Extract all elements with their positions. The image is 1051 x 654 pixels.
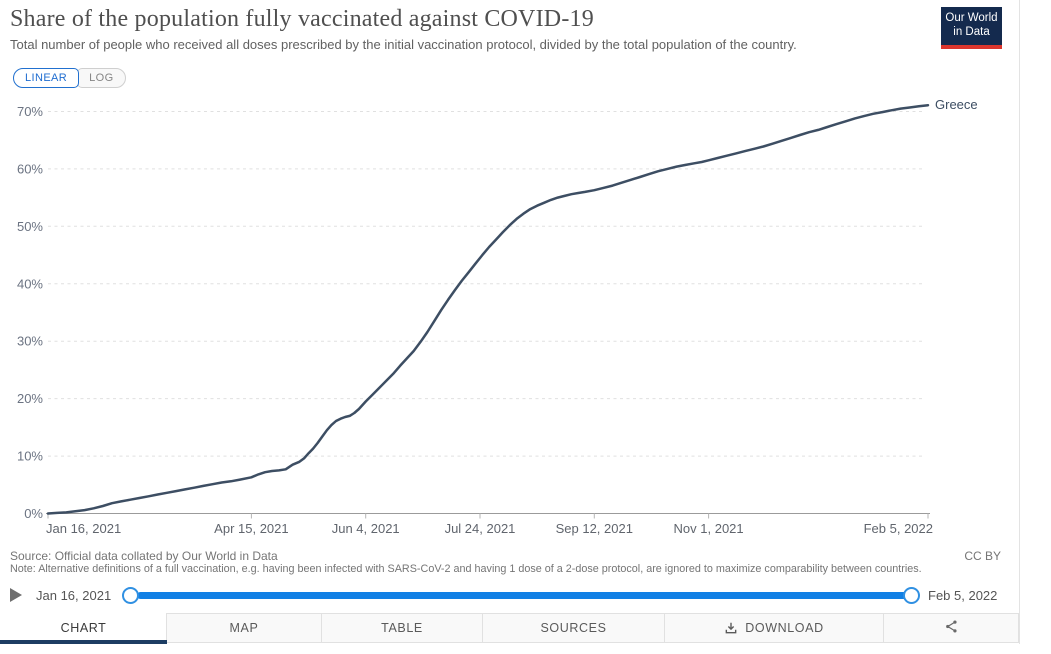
tab-share[interactable]	[883, 613, 1019, 643]
timeline-slider[interactable]	[137, 592, 913, 599]
linear-scale-button[interactable]: LINEAR	[13, 68, 80, 88]
svg-text:0%: 0%	[24, 506, 43, 521]
timeline-start-handle[interactable]	[122, 587, 139, 604]
svg-text:10%: 10%	[17, 449, 43, 464]
owid-logo[interactable]: Our World in Data	[941, 7, 1002, 49]
svg-text:Jan 16, 2021: Jan 16, 2021	[46, 521, 121, 536]
svg-text:Greece: Greece	[935, 97, 978, 112]
svg-text:30%: 30%	[17, 334, 43, 349]
page-right-border	[1019, 0, 1020, 644]
footer-tabs: CHART MAP TABLE SOURCES DOWNLOAD	[0, 613, 1019, 643]
license-link[interactable]: CC BY	[964, 549, 1001, 563]
download-icon	[724, 621, 738, 635]
scale-toggle: LINEAR LOG	[13, 68, 126, 88]
svg-text:60%: 60%	[17, 161, 43, 176]
owid-logo-line1: Our World	[945, 12, 998, 24]
log-scale-button[interactable]: LOG	[77, 68, 126, 88]
svg-text:Apr 15, 2021: Apr 15, 2021	[214, 521, 288, 536]
svg-text:Jun 4, 2021: Jun 4, 2021	[332, 521, 400, 536]
tab-chart[interactable]: CHART	[0, 613, 167, 643]
svg-text:Feb 5, 2022: Feb 5, 2022	[864, 521, 933, 536]
svg-text:20%: 20%	[17, 391, 43, 406]
tab-download-label: DOWNLOAD	[745, 621, 824, 635]
note-text: Note: Alternative definitions of a full …	[10, 563, 922, 575]
line-chart[interactable]: 0% 10% 20% 30% 40% 50% 60% 70% Jan 16, 2021 Apr 1…	[0, 95, 1019, 545]
tab-sources[interactable]: SOURCES	[482, 613, 665, 643]
tab-table[interactable]: TABLE	[321, 613, 483, 643]
source-text: Source: Official data collated by Our Wo…	[10, 549, 278, 563]
page-title: Share of the population fully vaccinated…	[10, 6, 594, 32]
tab-map[interactable]: MAP	[166, 613, 322, 643]
svg-text:50%: 50%	[17, 219, 43, 234]
play-icon[interactable]	[10, 588, 22, 602]
timeline-start-date: Jan 16, 2021	[36, 588, 112, 603]
timeline-end-date: Feb 5, 2022	[928, 588, 998, 603]
owid-logo-line2: in Data	[953, 26, 990, 38]
svg-text:Jul 24, 2021: Jul 24, 2021	[445, 521, 516, 536]
svg-text:40%: 40%	[17, 276, 43, 291]
chart-subtitle: Total number of people who received all …	[10, 37, 797, 52]
svg-text:Sep 12, 2021: Sep 12, 2021	[556, 521, 633, 536]
tab-download[interactable]: DOWNLOAD	[664, 613, 884, 643]
active-tab-indicator	[0, 640, 167, 644]
svg-text:Nov 1, 2021: Nov 1, 2021	[674, 521, 744, 536]
timeline-end-handle[interactable]	[903, 587, 920, 604]
share-icon	[944, 619, 959, 637]
svg-text:70%: 70%	[17, 104, 43, 119]
